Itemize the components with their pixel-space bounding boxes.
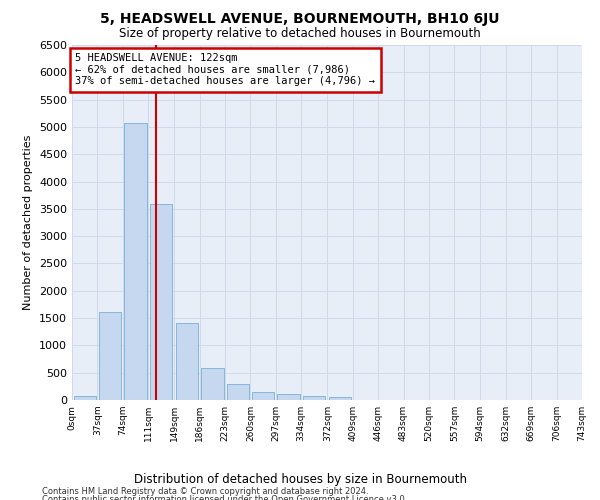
Bar — [277, 394, 300, 400]
Bar — [329, 398, 351, 400]
Bar — [99, 312, 121, 400]
Bar — [176, 323, 198, 400]
Text: Contains HM Land Registry data © Crown copyright and database right 2024.: Contains HM Land Registry data © Crown c… — [42, 488, 368, 496]
Bar — [227, 384, 249, 400]
Bar — [252, 392, 274, 400]
Bar — [124, 123, 146, 400]
Bar — [74, 396, 96, 400]
Bar — [201, 368, 224, 400]
Text: Contains public sector information licensed under the Open Government Licence v3: Contains public sector information licen… — [42, 495, 407, 500]
Bar — [303, 396, 325, 400]
Text: 5, HEADSWELL AVENUE, BOURNEMOUTH, BH10 6JU: 5, HEADSWELL AVENUE, BOURNEMOUTH, BH10 6… — [100, 12, 500, 26]
Text: Distribution of detached houses by size in Bournemouth: Distribution of detached houses by size … — [133, 472, 467, 486]
Text: 5 HEADSWELL AVENUE: 122sqm
← 62% of detached houses are smaller (7,986)
37% of s: 5 HEADSWELL AVENUE: 122sqm ← 62% of deta… — [76, 53, 376, 86]
Text: Size of property relative to detached houses in Bournemouth: Size of property relative to detached ho… — [119, 28, 481, 40]
Y-axis label: Number of detached properties: Number of detached properties — [23, 135, 34, 310]
Bar — [150, 204, 172, 400]
